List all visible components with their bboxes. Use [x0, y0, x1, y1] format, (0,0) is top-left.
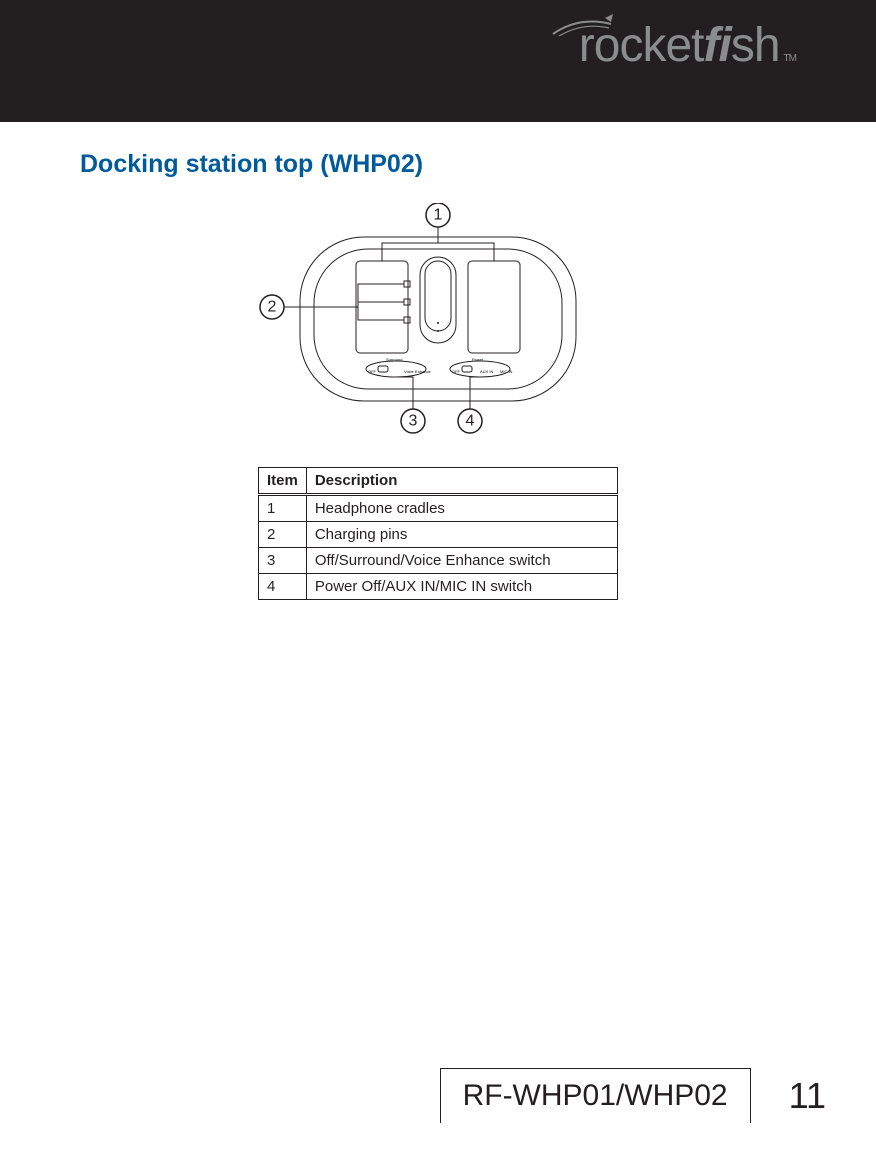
label-surround: Surround: [386, 357, 402, 362]
page-number: 11: [789, 1075, 826, 1117]
table-row: 4 Power Off/AUX IN/MIC IN switch: [259, 574, 618, 600]
label-mic: MIC IN: [500, 369, 513, 374]
svg-text:1: 1: [434, 207, 443, 224]
cell-item: 2: [259, 522, 307, 548]
page-content: Docking station top (WHP02) Sur: [0, 122, 876, 600]
logo-tm: TM: [784, 53, 796, 64]
label-aux: AUX IN: [480, 369, 493, 374]
docking-station-diagram: Surround OFF Voice Enhance Power OFF AUX…: [228, 203, 648, 443]
label-voice: Voice Enhance: [404, 369, 431, 374]
label-off-2: OFF: [452, 369, 461, 374]
cell-item: 3: [259, 548, 307, 574]
section-title: Docking station top (WHP02): [80, 150, 796, 179]
cell-item: 4: [259, 574, 307, 600]
logo-text-2: fi: [704, 18, 731, 73]
svg-text:4: 4: [466, 413, 475, 430]
label-power: Power: [472, 357, 484, 362]
col-item: Item: [259, 468, 307, 495]
description-table-wrap: Item Description 1 Headphone cradles 2 C…: [80, 467, 796, 600]
svg-text:3: 3: [409, 413, 418, 430]
header-band: rocketfishTM: [0, 0, 876, 122]
description-table: Item Description 1 Headphone cradles 2 C…: [258, 467, 618, 600]
cell-item: 1: [259, 495, 307, 522]
col-description: Description: [306, 468, 617, 495]
table-row: 1 Headphone cradles: [259, 495, 618, 522]
table-row: 3 Off/Surround/Voice Enhance switch: [259, 548, 618, 574]
cell-desc: Power Off/AUX IN/MIC IN switch: [306, 574, 617, 600]
table-row: 2 Charging pins: [259, 522, 618, 548]
callout-3: 3: [401, 409, 425, 433]
label-off-1: OFF: [368, 369, 377, 374]
callout-4: 4: [458, 409, 482, 433]
logo-swoosh-icon: [549, 12, 619, 40]
cell-desc: Charging pins: [306, 522, 617, 548]
logo-text-3: sh: [731, 18, 780, 73]
svg-text:2: 2: [268, 299, 277, 316]
model-number: RF-WHP01/WHP02: [440, 1068, 751, 1123]
page-footer: RF-WHP01/WHP02 11: [440, 1068, 826, 1123]
diagram-container: Surround OFF Voice Enhance Power OFF AUX…: [80, 203, 796, 443]
cell-desc: Off/Surround/Voice Enhance switch: [306, 548, 617, 574]
table-header-row: Item Description: [259, 468, 618, 495]
brand-logo: rocketfishTM: [579, 18, 796, 73]
callout-1: 1: [426, 203, 450, 227]
callout-2: 2: [260, 295, 284, 319]
cell-desc: Headphone cradles: [306, 495, 617, 522]
